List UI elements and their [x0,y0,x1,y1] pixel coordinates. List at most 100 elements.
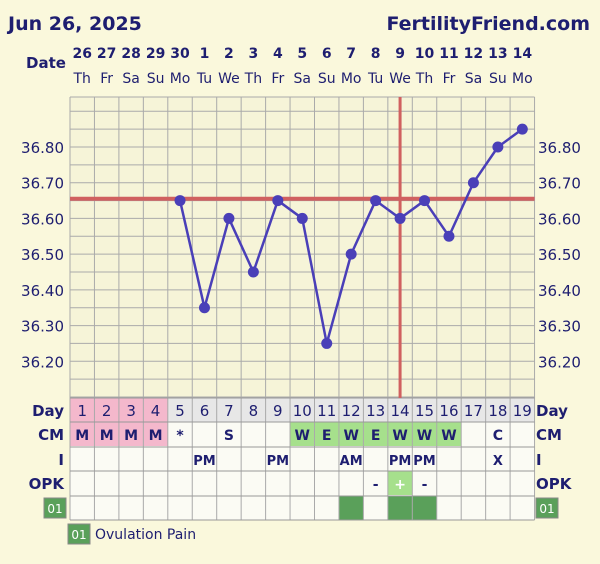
cm-value: S [224,428,234,444]
fertile-cm-cell [314,422,339,446]
day-of-week: Mo [512,71,533,87]
temperature-point[interactable] [296,212,308,224]
cm-value: M [100,428,114,444]
cycle-day-number: 13 [366,402,385,420]
temperature-point[interactable] [419,195,431,207]
site-name[interactable]: FertilityFriend.com [386,13,590,35]
y-tick-label-left: 36.30 [21,318,64,336]
temperature-point[interactable] [345,248,357,260]
y-tick-label-right: 36.40 [538,282,581,300]
row-label-i-right: I [536,451,542,469]
cm-value: E [322,428,332,444]
intercourse-value: X [493,454,503,469]
cycle-day-number: 10 [293,402,312,420]
symptom-code-right: 01 [539,502,554,516]
opk-value: - [373,477,379,493]
cm-value: W [441,428,456,444]
row-label-cm-left: CM [38,426,64,444]
fertile-cm-cell [363,422,388,446]
date-number: 9 [395,46,405,62]
row-label-opk-left: OPK [29,475,66,493]
cm-value: W [392,428,407,444]
cycle-day-number: 19 [513,402,532,420]
y-tick-label-right: 36.50 [538,246,581,264]
y-tick-label-left: 36.40 [21,282,64,300]
day-of-week: Fr [443,71,456,87]
day-of-week: Sa [122,71,139,87]
intercourse-value: AM [340,454,363,469]
date-number: 10 [415,46,435,62]
cycle-day-number: 3 [126,402,136,420]
day-of-week: Fr [100,71,113,87]
day-of-week: Th [415,71,433,87]
symptom-code-left: 01 [47,502,62,516]
cm-value: C [493,428,503,444]
date-number: 11 [439,46,458,62]
day-of-week: Fr [271,71,284,87]
day-of-week: Su [147,71,165,87]
date-number: 14 [513,46,533,62]
day-of-week: Tu [367,71,383,87]
temperature-point[interactable] [247,266,259,278]
cycle-day-number: 1 [77,402,87,420]
date-number: 26 [72,46,91,62]
cycle-day-number: 11 [317,402,336,420]
cm-value: W [343,428,358,444]
cm-value: W [417,428,432,444]
temperature-point[interactable] [394,212,406,224]
temperature-point[interactable] [321,337,333,349]
temperature-point[interactable] [492,141,504,153]
fertile-cm-cell [436,422,462,446]
intercourse-value: PM [389,454,411,469]
day-of-week: Tu [196,71,212,87]
cycle-day-number: 2 [102,402,112,420]
temperature-point[interactable] [198,302,210,314]
y-tick-label-right: 36.80 [538,139,581,157]
temperature-point[interactable] [223,212,235,224]
legend-ovulation-pain-swatch [67,523,91,545]
day-of-week: We [389,71,411,87]
date-number: 29 [146,46,165,62]
date-number: 3 [249,46,259,62]
cycle-day-number: 15 [415,402,434,420]
date-number: 27 [97,46,116,62]
legend: 01 Ovulation Pain [67,523,196,545]
intercourse-value: PM [193,454,215,469]
cm-value: W [295,428,310,444]
cycle-day-number: 14 [391,402,410,420]
temperature-point[interactable] [272,195,284,207]
ovulation-pain-cell [387,496,413,520]
day-of-week: Th [73,71,91,87]
temperature-point[interactable] [516,123,528,135]
y-tick-label-right: 36.60 [538,210,581,228]
temperature-point[interactable] [467,177,479,189]
cm-value: E [371,428,381,444]
temperature-point[interactable] [370,195,382,207]
intercourse-value: PM [267,454,289,469]
day-of-week: Mo [341,71,362,87]
day-of-week: Mo [170,71,191,87]
cycle-day-number: 6 [200,402,210,420]
y-tick-label-left: 36.50 [21,246,64,264]
date-number: 13 [488,46,507,62]
temperature-point[interactable] [443,230,455,242]
row-label-opk-right: OPK [536,475,573,493]
symptom-code-box-left [43,497,67,519]
chart-header: Jun 26, 2025 FertilityFriend.com Date [6,13,590,72]
date-number: 8 [371,46,381,62]
temperature-point[interactable] [174,195,186,207]
ovulation-pain-cell [338,496,364,520]
fertile-cm-cell [387,422,413,446]
fertile-cm-cell [412,422,437,446]
cycle-day-number: 9 [273,402,283,420]
row-label-day-left: Day [32,402,64,420]
cycle-day-number: 4 [151,402,161,420]
y-tick-label-left: 36.70 [21,175,64,193]
date-number: 12 [464,46,483,62]
date-number: 1 [200,46,210,62]
cycle-day-number: 8 [249,402,259,420]
cm-value: M [124,428,138,444]
row-label-cm-right: CM [536,426,562,444]
date-number: 28 [121,46,140,62]
